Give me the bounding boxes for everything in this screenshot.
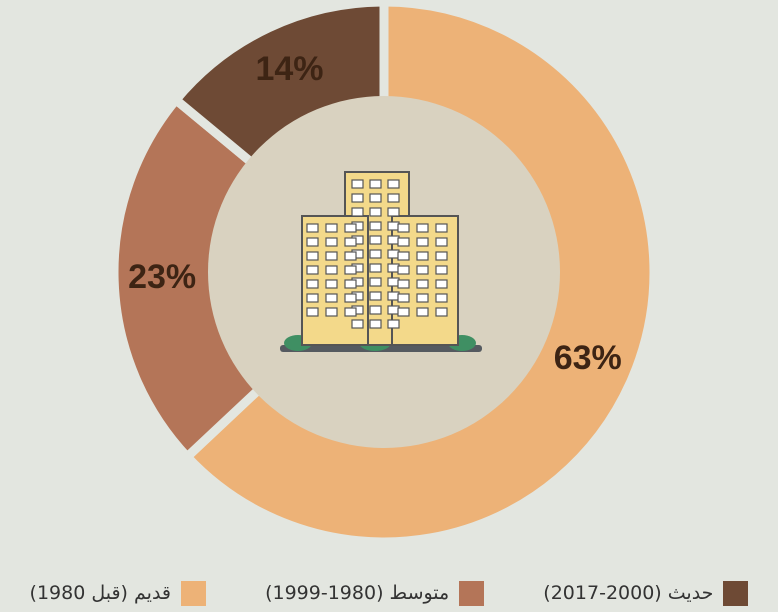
window <box>435 279 448 289</box>
window <box>416 307 429 317</box>
legend-label: متوسط (1980-1999) <box>265 582 450 604</box>
window <box>344 265 357 275</box>
window <box>325 307 338 317</box>
window <box>325 279 338 289</box>
window <box>387 207 400 217</box>
window <box>306 265 319 275</box>
window <box>387 235 400 245</box>
window <box>387 291 400 301</box>
window <box>369 207 382 217</box>
legend-label: قديم (قبل 1980) <box>29 582 171 604</box>
window <box>416 237 429 247</box>
window <box>344 251 357 261</box>
window <box>387 277 400 287</box>
window <box>369 305 382 315</box>
window <box>435 223 448 233</box>
window <box>387 305 400 315</box>
window <box>369 221 382 231</box>
window <box>435 265 448 275</box>
value-label: 23% <box>128 258 196 296</box>
window <box>416 279 429 289</box>
window <box>369 263 382 273</box>
window <box>369 291 382 301</box>
window <box>416 265 429 275</box>
window <box>344 237 357 247</box>
window <box>435 251 448 261</box>
window <box>306 279 319 289</box>
window <box>435 307 448 317</box>
legend-swatch <box>181 580 206 606</box>
value-label: 63% <box>554 339 622 377</box>
window <box>351 207 364 217</box>
window <box>325 265 338 275</box>
window <box>306 237 319 247</box>
window <box>351 193 364 203</box>
window <box>435 237 448 247</box>
window <box>435 293 448 303</box>
window <box>397 223 410 233</box>
window <box>325 251 338 261</box>
window <box>416 251 429 261</box>
window <box>369 179 382 189</box>
window <box>344 307 357 317</box>
window <box>369 193 382 203</box>
window <box>306 251 319 261</box>
window <box>387 221 400 231</box>
value-label: 14% <box>255 50 323 88</box>
legend-item: قديم (قبل 1980) <box>29 580 206 606</box>
window <box>416 293 429 303</box>
window <box>306 307 319 317</box>
legend-swatch <box>723 580 749 606</box>
window <box>387 179 400 189</box>
window <box>397 307 410 317</box>
window <box>397 279 410 289</box>
window <box>344 279 357 289</box>
window <box>351 179 364 189</box>
window <box>369 235 382 245</box>
legend-item: حديث (2000-2017) <box>543 580 749 606</box>
window <box>369 319 382 329</box>
window <box>306 293 319 303</box>
window <box>325 293 338 303</box>
window <box>344 223 357 233</box>
window <box>351 319 364 329</box>
legend-swatch <box>459 580 485 606</box>
window <box>416 223 429 233</box>
window <box>325 237 338 247</box>
slices <box>109 0 659 547</box>
window <box>344 293 357 303</box>
legend-item: متوسط (1980-1999) <box>265 580 485 606</box>
window <box>397 251 410 261</box>
chart: 63% 23% 14% <box>109 0 659 547</box>
legend-label: حديث (2000-2017) <box>543 582 714 604</box>
legend: قديم (قبل 1980) متوسط (1980-1999) حديث (20… <box>0 576 778 610</box>
window <box>387 263 400 273</box>
window <box>387 319 400 329</box>
window <box>397 265 410 275</box>
window <box>397 293 410 303</box>
window <box>325 223 338 233</box>
window <box>369 249 382 259</box>
window <box>397 237 410 247</box>
window <box>369 277 382 287</box>
window <box>306 223 319 233</box>
window <box>387 193 400 203</box>
window <box>387 249 400 259</box>
building-icon <box>280 171 482 352</box>
